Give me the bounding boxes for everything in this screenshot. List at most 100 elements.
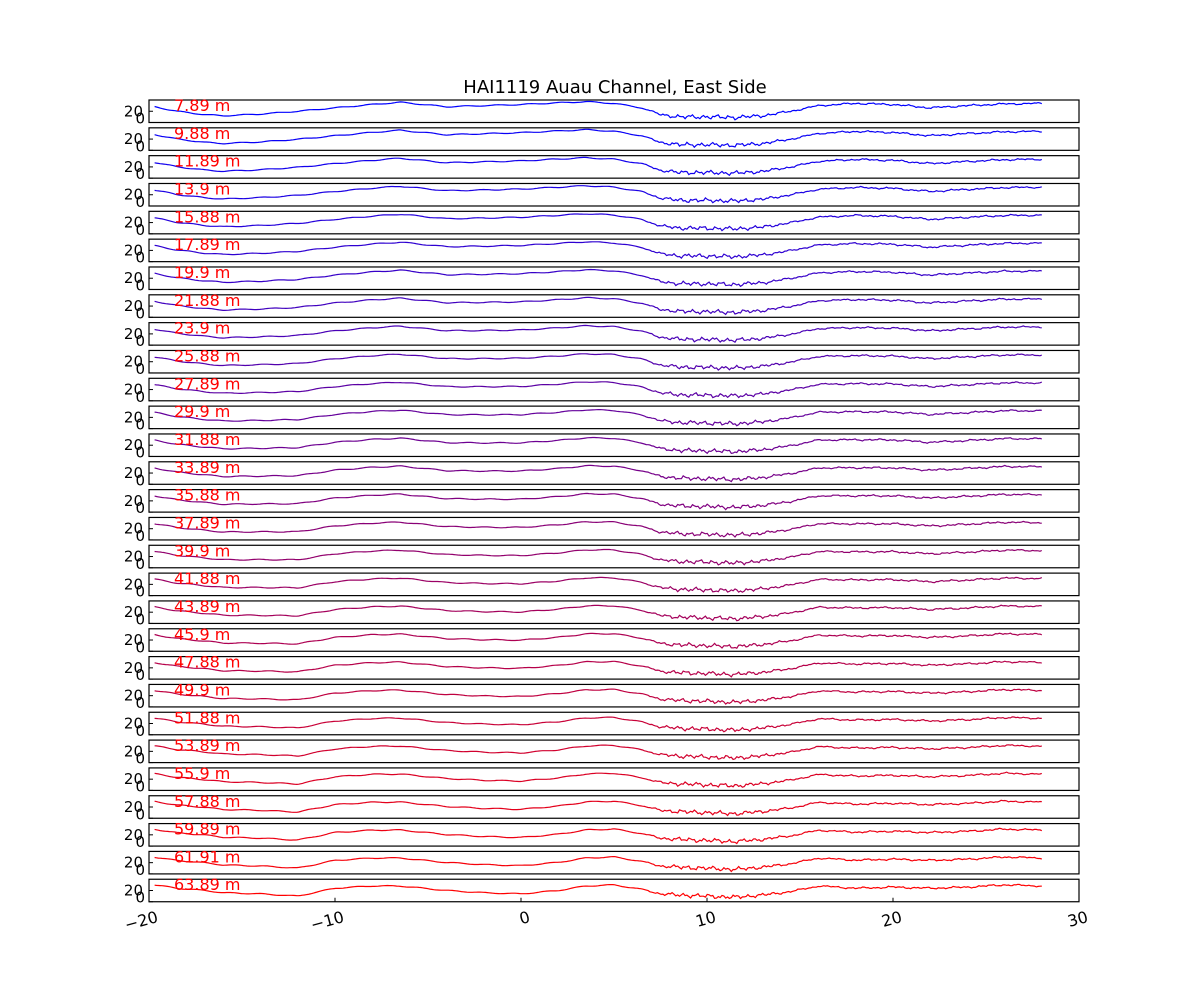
panel: 200 35.88 m (124, 486, 1080, 517)
panel: 200 15.88 m (124, 207, 1080, 239)
series-line (154, 241, 1042, 260)
y-tick-label: 20 (124, 687, 143, 705)
series-line (154, 185, 1042, 204)
panel: 200 23.9 m (124, 319, 1080, 350)
y-tick-label: 0 (135, 276, 145, 294)
y-tick-label: 0 (135, 583, 145, 601)
panel-frame (148, 628, 1080, 652)
y-tick-label: 20 (124, 881, 143, 899)
y-tick-label: 0 (135, 610, 145, 628)
x-tick-label: −10 (309, 907, 347, 934)
panel-label: 45.9 m (174, 625, 230, 644)
panel-label: 23.9 m (174, 319, 230, 338)
panel: 200 21.88 m (124, 291, 1080, 322)
series-line (154, 436, 1042, 455)
y-tick-label: 20 (124, 186, 143, 204)
panel-frame (148, 516, 1080, 541)
y-tick-label: 0 (135, 416, 145, 434)
y-tick-label: 20 (124, 102, 143, 120)
series-line (154, 688, 1042, 705)
series-line (154, 268, 1042, 288)
series-line (154, 492, 1042, 511)
series-line (154, 771, 1042, 788)
panel-label: 15.88 m (174, 207, 240, 226)
y-tick-label: 0 (135, 861, 145, 879)
panel-frame (148, 405, 1080, 430)
y-tick-label: 20 (124, 770, 143, 788)
y-tick-label: 20 (124, 492, 143, 510)
panel: 200 49.9 m (124, 680, 1080, 712)
panel: 200 29.9 m (124, 402, 1080, 434)
y-tick-label: 20 (124, 408, 143, 426)
y-tick-label: 0 (135, 249, 145, 267)
series-line (154, 520, 1042, 538)
panel-frame (148, 238, 1080, 263)
y-tick-label: 20 (124, 715, 143, 733)
panel-frame (148, 850, 1080, 875)
panel-label: 39.9 m (174, 541, 230, 560)
y-tick-label: 0 (135, 722, 145, 740)
x-tick-label: 0 (517, 907, 532, 928)
panel: 200 33.89 m (124, 458, 1080, 489)
series-line (154, 883, 1042, 900)
panel-label: 35.88 m (174, 486, 240, 505)
x-tick-label: −20 (123, 907, 161, 934)
panel: 200 41.88 m (124, 569, 1080, 601)
panel-frame (148, 572, 1080, 597)
panel: 200 39.9 m (124, 541, 1080, 573)
series-line (154, 799, 1042, 817)
y-tick-label: 20 (124, 854, 143, 872)
y-tick-label: 20 (124, 742, 143, 760)
y-tick-label: 0 (135, 110, 145, 128)
y-tick-label: 0 (135, 332, 145, 350)
series-line (154, 855, 1042, 873)
panel: 200 43.89 m (124, 597, 1080, 628)
panel-frame (148, 822, 1080, 847)
panel-frame (148, 739, 1080, 764)
panel-label: 43.89 m (174, 597, 240, 616)
panel-label: 27.89 m (174, 374, 240, 393)
panel: 200 25.88 m (124, 346, 1080, 378)
panel-label: 17.89 m (174, 235, 240, 254)
panel-frame (148, 878, 1080, 903)
panel: 200 31.88 m (124, 430, 1080, 461)
series-line (154, 660, 1042, 678)
panel-frame (148, 655, 1080, 680)
y-tick-label: 0 (135, 694, 145, 712)
y-tick-label: 20 (124, 269, 143, 287)
y-tick-label: 20 (124, 575, 143, 593)
panel-label: 29.9 m (174, 402, 230, 421)
y-tick-label: 20 (124, 214, 143, 232)
chart-title: HAI1119 Auau Channel, East Side (463, 77, 766, 98)
panel-frame (148, 377, 1080, 402)
panel-label: 63.89 m (174, 875, 240, 894)
y-tick-label: 20 (124, 325, 143, 343)
panel-label: 19.9 m (174, 263, 230, 282)
y-tick-label: 20 (124, 520, 143, 538)
series-line (154, 409, 1042, 427)
y-tick-label: 0 (135, 889, 145, 907)
y-tick-label: 20 (124, 548, 143, 566)
panel: 200 47.88 m (124, 653, 1080, 684)
panel: 200 9.88 m (124, 124, 1080, 155)
y-tick-label: 0 (135, 638, 145, 656)
y-tick-label: 20 (124, 241, 143, 259)
y-tick-label: 0 (135, 750, 145, 768)
panel-label: 53.89 m (174, 736, 240, 755)
y-tick-label: 20 (124, 464, 143, 482)
panel-frame (148, 683, 1080, 708)
y-tick-label: 20 (124, 130, 143, 148)
y-tick-label: 20 (124, 798, 143, 816)
series-line (154, 381, 1043, 399)
series-line (154, 716, 1042, 733)
panel-label: 11.89 m (174, 152, 240, 171)
panel: 200 55.9 m (124, 764, 1080, 795)
panel: 200 7.89 m (124, 96, 1080, 128)
panel: 200 57.88 m (124, 792, 1080, 823)
x-tick-label: 30 (1065, 907, 1090, 931)
y-tick-label: 0 (135, 304, 145, 322)
series-line (154, 128, 1042, 149)
x-axis: −20 −10 0 10 20 30 (123, 897, 1090, 934)
panel-frame (148, 544, 1080, 569)
series-line (154, 213, 1042, 232)
